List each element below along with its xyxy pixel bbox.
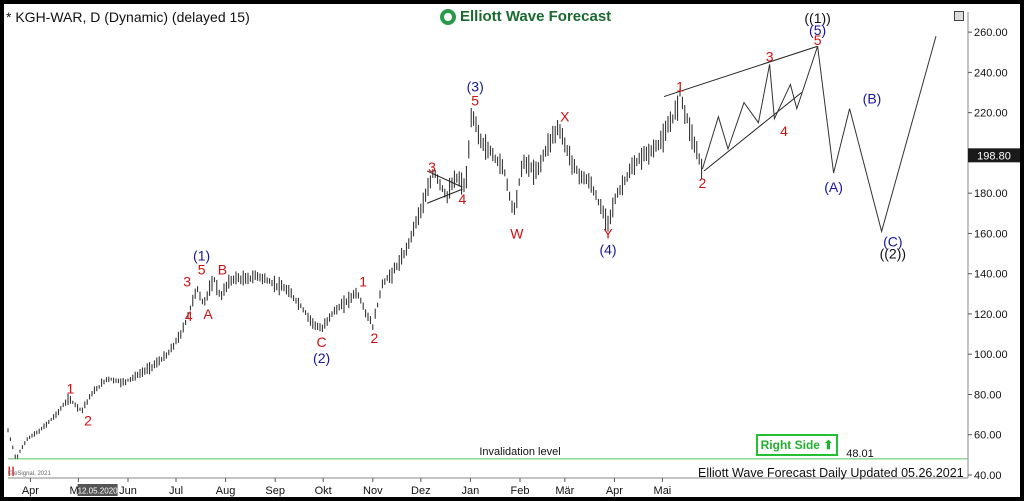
price-badge: [968, 148, 1020, 163]
settings-icon[interactable]: [954, 11, 964, 21]
wave-label: Y: [603, 225, 613, 241]
wave-label: 2: [699, 175, 707, 191]
triangle-lower-line: [427, 188, 463, 204]
wedge-lower-line: [703, 92, 802, 172]
update-footer: Elliott Wave Forecast Daily Updated 05.2…: [698, 466, 964, 480]
wave-label: 5: [471, 93, 479, 109]
y-tick-label: 100.00: [974, 349, 1008, 361]
copyright-note: © eSignal, 2021: [8, 471, 51, 477]
y-tick-label: 120.00: [974, 309, 1008, 321]
wave-label: W: [510, 225, 524, 241]
x-tick-label: Dez: [411, 485, 431, 497]
y-tick-label: 240.00: [974, 67, 1008, 79]
wave-label: (2): [313, 350, 330, 366]
wave-label: B: [218, 262, 227, 278]
projection-path: [701, 36, 937, 234]
x-tick-label: Jun: [119, 485, 137, 497]
wave-label: A: [203, 306, 213, 322]
x-tick-label: Aug: [216, 485, 236, 497]
y-tick-label: 160.00: [974, 228, 1008, 240]
brand-logo: Elliott Wave Forecast: [440, 8, 611, 25]
wave-label: 5: [814, 32, 822, 48]
wave-label: (C): [883, 233, 902, 249]
brand-name: Elliott Wave Forecast: [460, 8, 612, 25]
y-tick-label: 180.00: [974, 188, 1008, 200]
wave-label: 4: [780, 123, 788, 139]
x-tick-label: Jul: [169, 485, 183, 497]
x-tick-label: Nov: [363, 485, 383, 497]
wave-label: ((2)): [880, 246, 906, 262]
right-side-badge: Right Side ⬆: [756, 434, 838, 456]
wave-label: X: [560, 109, 570, 125]
wave-label: C: [317, 334, 327, 350]
invalidation-value: 48.01: [846, 448, 874, 460]
right-side-label: Right Side: [760, 438, 820, 452]
wave-label: 5: [198, 262, 206, 278]
wave-label: 1: [67, 380, 75, 396]
wave-label: (A): [824, 179, 843, 195]
price-badge-label: 198.80: [977, 150, 1011, 162]
y-tick-label: 140.00: [974, 269, 1008, 281]
x-tick-label: Mai: [654, 485, 672, 497]
wedge-upper-line: [663, 45, 818, 98]
x-tick-label: Okt: [315, 485, 332, 497]
wave-label: (5): [809, 22, 826, 38]
wave-label: (1): [193, 248, 210, 264]
invalidation-label: Invalidation level: [479, 446, 560, 458]
triangle-upper-line: [426, 170, 463, 188]
wave-label: 4: [185, 308, 193, 324]
wave-label: 1: [359, 274, 367, 290]
date-badge: [77, 484, 118, 496]
chart-plot-area: [4, 4, 1020, 497]
wave-label: 2: [371, 330, 379, 346]
arrow-up-icon: ⬆: [823, 438, 834, 452]
wave-label: (B): [863, 91, 882, 107]
x-tick-label: Jan: [462, 485, 480, 497]
wave-label: 3: [766, 48, 774, 64]
ohlc-bars: [7, 88, 703, 459]
x-tick-label: Sep: [265, 485, 285, 497]
y-tick-label: 80.00: [974, 389, 1002, 401]
y-tick-label: 60.00: [974, 430, 1002, 442]
chart-title: * KGH-WAR, D (Dynamic) (delayed 15): [6, 9, 250, 25]
brand-logo-icon: [440, 8, 456, 25]
wave-label: (3): [467, 78, 484, 94]
wave-label: 2: [84, 413, 92, 429]
y-tick-label: 40.00: [974, 470, 1002, 482]
wave-label: 3: [428, 159, 436, 175]
y-tick-label: 220.00: [974, 108, 1008, 120]
wave-label: ((1)): [804, 10, 830, 26]
x-tick-label: Feb: [511, 485, 530, 497]
wave-label: (4): [599, 242, 616, 258]
wave-label: II: [7, 463, 15, 479]
x-tick-label: Apr: [22, 485, 39, 497]
date-badge-label: 12.05.2020: [78, 487, 119, 496]
wave-label: 3: [183, 274, 191, 290]
x-tick-label: Apr: [606, 485, 623, 497]
y-tick-label: 260.00: [974, 27, 1008, 39]
x-tick-label: Mär: [555, 485, 574, 497]
wave-label: 4: [459, 191, 467, 207]
wave-label: 1: [676, 78, 684, 94]
